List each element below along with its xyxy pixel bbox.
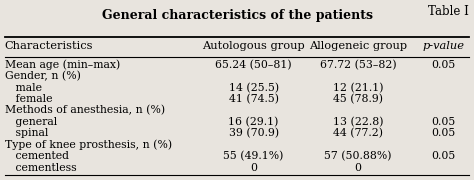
Text: Mean age (min–max): Mean age (min–max): [5, 59, 120, 70]
Text: female: female: [5, 94, 52, 104]
Text: General characteristics of the patients: General characteristics of the patients: [101, 9, 373, 22]
Text: Characteristics: Characteristics: [5, 41, 93, 51]
Text: 67.72 (53–82): 67.72 (53–82): [319, 60, 396, 70]
Text: 0.05: 0.05: [431, 151, 456, 161]
Text: spinal: spinal: [5, 128, 48, 138]
Text: Table I: Table I: [428, 5, 469, 18]
Text: Autologous group: Autologous group: [202, 41, 305, 51]
Text: 39 (70.9): 39 (70.9): [228, 128, 279, 139]
Text: cemented: cemented: [5, 151, 69, 161]
Text: cementless: cementless: [5, 163, 76, 173]
Text: 65.24 (50–81): 65.24 (50–81): [215, 60, 292, 70]
Text: 41 (74.5): 41 (74.5): [228, 94, 279, 104]
Text: 13 (22.8): 13 (22.8): [333, 117, 383, 127]
Text: 0: 0: [355, 163, 361, 173]
Text: 0: 0: [250, 163, 257, 173]
Text: Type of knee prosthesis, n (%): Type of knee prosthesis, n (%): [5, 140, 172, 150]
Text: 57 (50.88%): 57 (50.88%): [324, 151, 392, 161]
Text: p-value: p-value: [422, 41, 464, 51]
Text: 12 (21.1): 12 (21.1): [333, 82, 383, 93]
Text: 45 (78.9): 45 (78.9): [333, 94, 383, 104]
Text: Methods of anesthesia, n (%): Methods of anesthesia, n (%): [5, 105, 165, 116]
Text: 14 (25.5): 14 (25.5): [228, 82, 279, 93]
Text: 0.05: 0.05: [431, 60, 456, 70]
Text: 0.05: 0.05: [431, 128, 456, 138]
Text: general: general: [5, 117, 57, 127]
Text: 44 (77.2): 44 (77.2): [333, 128, 383, 139]
Text: Gender, n (%): Gender, n (%): [5, 71, 81, 81]
Text: 0.05: 0.05: [431, 117, 456, 127]
Text: 16 (29.1): 16 (29.1): [228, 117, 279, 127]
Text: Allogeneic group: Allogeneic group: [309, 41, 407, 51]
Text: male: male: [5, 83, 42, 93]
Text: 55 (49.1%): 55 (49.1%): [223, 151, 284, 161]
